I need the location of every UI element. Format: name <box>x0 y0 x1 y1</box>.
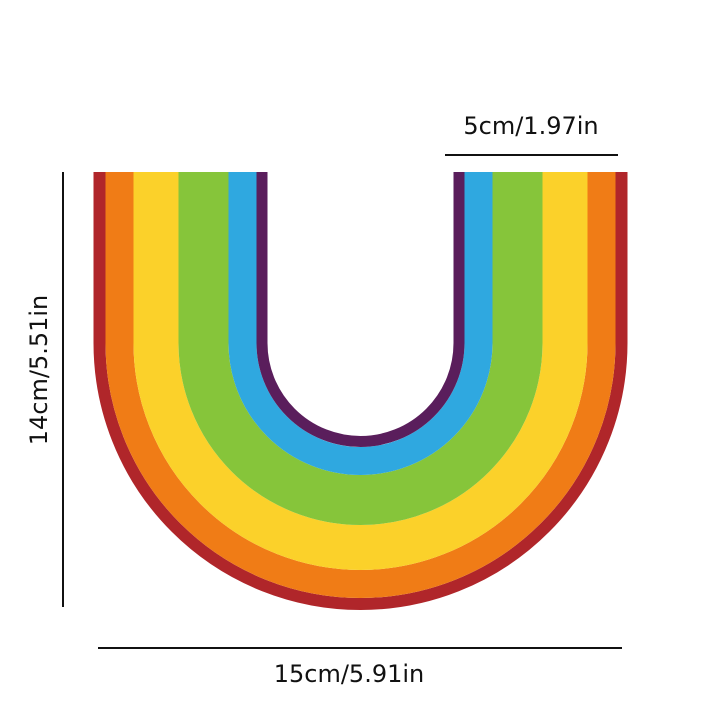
stripe-orange <box>105 172 616 598</box>
rainbow-vase <box>93 172 628 610</box>
width-label: 5cm/1.97in <box>463 112 598 140</box>
height-label: 14cm/5.51in <box>25 295 53 446</box>
length-label: 15cm/5.91in <box>274 660 425 688</box>
stripe-purple <box>256 172 465 447</box>
dimension-lines <box>62 154 622 649</box>
stripe-blue <box>228 172 493 475</box>
stripe-green <box>178 172 543 525</box>
stripe-yellow <box>133 172 588 570</box>
stripe-red <box>93 172 628 610</box>
